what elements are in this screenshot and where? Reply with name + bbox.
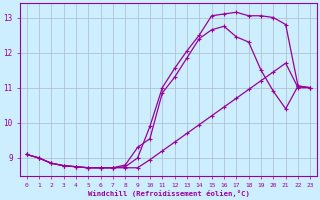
X-axis label: Windchill (Refroidissement éolien,°C): Windchill (Refroidissement éolien,°C) — [87, 190, 249, 197]
